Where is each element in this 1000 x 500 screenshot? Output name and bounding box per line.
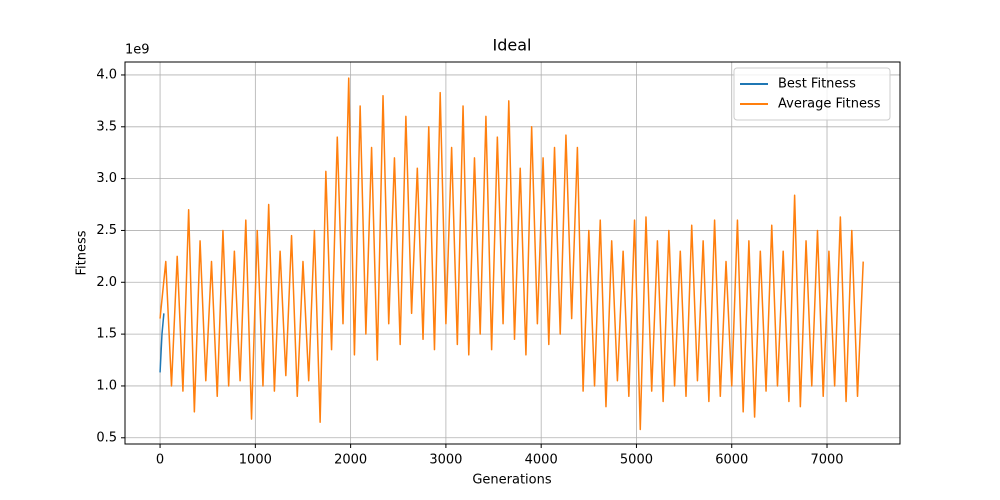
legend-label: Best Fitness [778,77,856,92]
y-offset-label: 1e9 [125,43,150,58]
y-tick-label: 2.5 [96,223,117,238]
x-tick-label: 0 [156,453,164,468]
x-tick-label: 2000 [334,453,367,468]
legend-box [733,67,891,121]
legend-label: Average Fitness [778,97,881,112]
x-tick-label: 1000 [239,453,272,468]
x-tick-label: 6000 [715,453,748,468]
y-tick-label: 4.0 [96,67,117,82]
x-tick-label: 4000 [525,453,558,468]
y-axis-label: Fitness [75,230,90,275]
x-tick-label: 5000 [620,453,653,468]
x-tick-label: 3000 [429,453,462,468]
legend: Best Fitness Average Fitness [733,67,891,121]
y-tick-label: 1.5 [96,327,117,342]
y-tick-label: 1.0 [96,378,117,393]
data-line [159,77,864,431]
x-axis-label: Generations [472,473,552,488]
y-tick-label: 0.5 [96,430,117,445]
x-tick-label: 7000 [810,453,843,468]
y-tick-label: 3.5 [96,119,117,134]
data-line [159,313,165,373]
chart-title: Ideal [493,36,532,55]
plot-frame [124,61,901,445]
y-tick-label: 3.0 [96,171,117,186]
y-tick-label: 2.0 [96,275,117,290]
